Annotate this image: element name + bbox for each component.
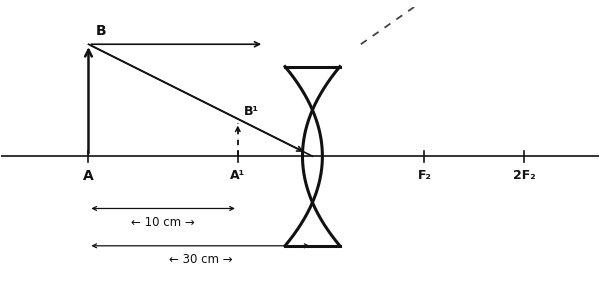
Text: ← 10 cm →: ← 10 cm → [131,216,195,229]
Text: 2F₂: 2F₂ [512,169,535,182]
Text: ← 30 cm →: ← 30 cm → [169,253,232,266]
Text: F₂: F₂ [418,169,431,182]
Text: A¹: A¹ [230,169,245,182]
Text: B: B [96,24,107,38]
Text: A: A [83,169,94,183]
Text: B¹: B¹ [244,105,259,118]
